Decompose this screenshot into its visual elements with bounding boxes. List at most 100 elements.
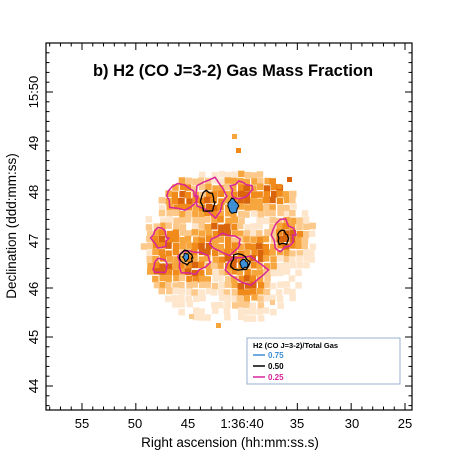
- heatmap-cell: [250, 243, 257, 250]
- heatmap-cell: [178, 177, 186, 184]
- heatmap-cell: [185, 295, 192, 302]
- heatmap-cell: [244, 289, 251, 296]
- heatmap-cell: [277, 242, 284, 249]
- y-tick-label: 45: [26, 330, 41, 344]
- heatmap-cell: [179, 203, 186, 211]
- heatmap-cell: [257, 295, 264, 302]
- heatmap-cell: [284, 196, 291, 204]
- heatmap-cell: [189, 314, 194, 319]
- heatmap-cell: [210, 289, 218, 296]
- heatmap-cell: [308, 256, 315, 263]
- heatmap-cell: [257, 302, 265, 309]
- heatmap-cell: [238, 301, 245, 308]
- heatmap-cell: [217, 275, 224, 282]
- heatmap-cell: [179, 237, 187, 244]
- heatmap-cell: [243, 178, 250, 186]
- heatmap-cell: [283, 287, 291, 295]
- heatmap-cell: [158, 287, 165, 295]
- heatmap-cell: [303, 249, 310, 256]
- heatmap-cell: [243, 185, 250, 192]
- heatmap-cell: [171, 294, 179, 302]
- heatmap-cell: [230, 177, 238, 185]
- heatmap-cell: [244, 224, 251, 231]
- heatmap-cell: [166, 209, 173, 217]
- heatmap-cell: [210, 262, 218, 270]
- heatmap-cell: [289, 250, 296, 257]
- heatmap-cell: [289, 242, 296, 249]
- heatmap-cell: [301, 242, 308, 250]
- heatmap-cell: [262, 243, 269, 251]
- heatmap-cell: [152, 275, 159, 283]
- heatmap-cell: [178, 262, 185, 270]
- heatmap-cell: [244, 230, 251, 237]
- contour-0.25: [229, 180, 254, 200]
- heatmap-cell: [257, 249, 265, 257]
- heatmap-cell: [263, 288, 271, 296]
- heatmap-cell: [231, 268, 238, 275]
- heatmap-cell: [152, 236, 159, 243]
- heatmap-cell: [172, 269, 180, 276]
- heatmap-cell: [166, 230, 174, 238]
- heatmap-cell: [296, 223, 303, 231]
- heatmap-cell: [283, 255, 291, 263]
- heatmap-cell: [270, 263, 278, 270]
- heatmap-cell: [166, 256, 173, 263]
- heatmap-cell: [160, 217, 167, 224]
- heatmap-cell: [217, 301, 224, 309]
- heatmap-cell: [283, 249, 291, 257]
- heatmap-cell: [269, 196, 276, 204]
- heatmap-cell: [263, 249, 270, 256]
- heatmap-cell: [179, 229, 187, 236]
- heatmap-cell: [283, 191, 290, 198]
- heatmap-cell: [277, 209, 284, 217]
- legend-label-0.75: 0.75: [268, 351, 284, 360]
- heatmap-cell: [147, 268, 154, 275]
- heatmap-cell: [262, 307, 270, 314]
- heatmap-cell: [179, 211, 186, 218]
- heatmap-cell: [172, 287, 180, 294]
- heatmap-cell: [218, 288, 225, 296]
- heatmap-cell: [251, 294, 258, 301]
- heatmap-cell: [158, 236, 166, 243]
- heatmap-cell: [257, 178, 264, 185]
- heatmap-cell: [223, 184, 230, 191]
- heatmap-cell: [277, 281, 284, 288]
- heatmap-cell: [223, 289, 231, 296]
- heatmap-cell: [211, 237, 219, 244]
- heatmap-cell: [264, 229, 271, 236]
- heatmap-cell: [270, 243, 277, 251]
- heatmap-cell: [212, 205, 219, 212]
- heatmap-cell: [230, 210, 237, 218]
- heatmap-cell: [186, 281, 193, 289]
- heatmap-cell: [216, 323, 221, 328]
- heatmap-cell: [205, 242, 213, 250]
- heatmap-cell: [290, 203, 297, 210]
- heatmap-cell: [276, 263, 284, 270]
- heatmap-cell: [257, 315, 265, 322]
- heatmap-cell: [303, 255, 310, 262]
- heatmap-cell: [204, 255, 211, 262]
- heatmap-cell: [250, 185, 257, 192]
- heatmap-cell: [198, 230, 205, 237]
- heatmap-cell: [173, 256, 180, 263]
- heatmap-cell: [289, 196, 296, 203]
- heatmap-cell: [295, 282, 302, 289]
- heatmap-cell: [185, 210, 192, 218]
- heatmap-cell: [289, 209, 296, 217]
- heatmap-cell: [263, 263, 271, 270]
- y-tick-label: 44: [26, 379, 41, 393]
- heatmap-cell: [231, 276, 238, 283]
- heatmap-cell: [198, 237, 205, 244]
- heatmap-cell: [238, 184, 245, 191]
- heatmap-cell: [217, 178, 225, 185]
- heatmap-cell: [224, 313, 231, 321]
- heatmap-cell: [264, 274, 271, 282]
- heatmap-cell: [238, 313, 245, 321]
- heatmap-cell: [289, 229, 297, 237]
- heatmap-cell: [251, 269, 258, 277]
- heatmap-cell: [218, 171, 226, 178]
- heatmap-cell: [243, 301, 250, 308]
- x-tick-label: 50: [128, 416, 142, 431]
- heatmap-cell: [192, 242, 199, 250]
- heatmap-cell: [231, 191, 238, 198]
